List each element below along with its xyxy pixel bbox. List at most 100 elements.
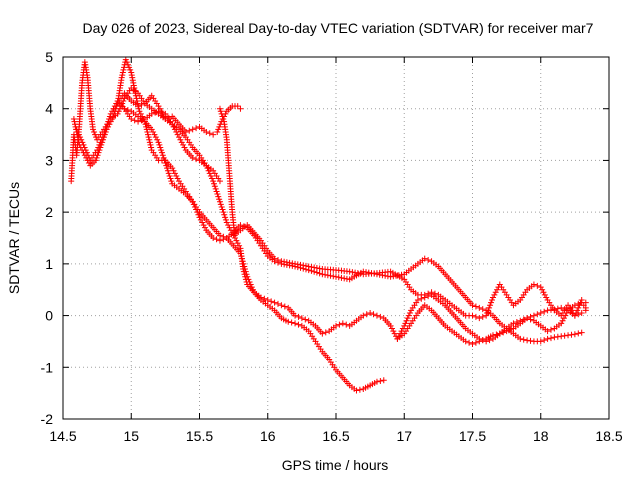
- data-point: [145, 131, 152, 138]
- data-point: [92, 157, 99, 164]
- data-point: [155, 139, 162, 146]
- data-point: [534, 311, 541, 318]
- data-point: [173, 128, 180, 135]
- data-point: [221, 211, 228, 218]
- y-tick-label: 4: [45, 101, 53, 117]
- data-point: [418, 295, 425, 302]
- data-point: [124, 61, 131, 68]
- data-point: [333, 273, 339, 280]
- data-point: [131, 87, 138, 94]
- data-point: [222, 216, 229, 223]
- data-point: [343, 275, 350, 282]
- data-point: [158, 109, 165, 116]
- data-point: [484, 309, 491, 316]
- data-point: [132, 92, 139, 99]
- data-point: [218, 110, 225, 117]
- data-point: [225, 222, 232, 229]
- data-point: [216, 123, 223, 130]
- data-point: [319, 330, 326, 337]
- data-point: [257, 294, 264, 301]
- x-tick-label: 14.5: [49, 428, 76, 444]
- data-point: [292, 320, 299, 327]
- data-point: [226, 224, 233, 231]
- data-point: [150, 128, 157, 135]
- data-point: [160, 154, 167, 161]
- data-point: [206, 130, 213, 137]
- data-point: [72, 121, 79, 128]
- data-point: [73, 126, 80, 133]
- data-point: [102, 126, 109, 133]
- data-point: [404, 315, 411, 322]
- data-point: [146, 136, 153, 143]
- data-point: [144, 128, 151, 135]
- data-point: [305, 263, 312, 270]
- data-point: [219, 206, 226, 213]
- data-point: [130, 82, 137, 89]
- data-point: [341, 275, 348, 282]
- data-point: [196, 214, 203, 221]
- data-point: [142, 121, 149, 128]
- data-point: [121, 64, 128, 71]
- chart-title: Day 026 of 2023, Sidereal Day-to-day VTE…: [83, 20, 594, 36]
- data-point: [107, 110, 114, 117]
- data-point: [157, 144, 164, 151]
- data-point: [101, 128, 108, 135]
- data-point: [286, 259, 293, 266]
- data-point: [527, 316, 534, 323]
- data-point: [390, 328, 397, 335]
- data-point: [373, 312, 380, 319]
- data-point: [134, 97, 141, 104]
- data-point: [83, 149, 90, 156]
- data-point: [243, 278, 250, 285]
- data-point: [94, 147, 101, 154]
- data-point: [211, 180, 218, 187]
- data-point: [281, 303, 288, 310]
- data-point: [189, 154, 196, 161]
- data-point: [103, 123, 110, 130]
- data-point: [571, 302, 578, 309]
- x-tick-label: 16: [260, 428, 276, 444]
- data-point: [197, 216, 204, 223]
- data-point: [248, 284, 255, 291]
- data-point: [302, 262, 309, 269]
- data-point: [171, 170, 178, 177]
- data-point: [90, 126, 97, 133]
- data-point: [308, 263, 315, 270]
- data-point: [207, 172, 214, 179]
- data-point: [176, 134, 183, 141]
- data-point: [335, 274, 342, 281]
- data-point: [541, 337, 548, 344]
- data-point: [156, 141, 163, 148]
- data-point: [214, 128, 221, 135]
- data-point: [163, 162, 170, 169]
- data-point: [237, 105, 244, 112]
- data-point: [241, 271, 248, 278]
- data-point: [560, 315, 567, 322]
- data-point: [180, 141, 187, 148]
- data-point: [178, 139, 185, 146]
- data-point: [575, 330, 582, 337]
- data-point: [507, 326, 514, 333]
- data-point: [431, 290, 438, 297]
- data-point: [182, 128, 189, 135]
- data-point: [129, 74, 136, 81]
- data-point: [128, 116, 135, 123]
- data-point: [96, 141, 103, 148]
- data-point: [148, 110, 155, 117]
- data-point: [222, 214, 229, 221]
- data-point: [391, 330, 398, 337]
- data-point: [169, 121, 176, 128]
- data-point: [575, 300, 582, 307]
- data-point: [540, 289, 547, 296]
- data-point: [161, 157, 168, 164]
- data-point: [517, 317, 524, 324]
- data-point: [216, 178, 223, 185]
- data-point: [135, 103, 142, 110]
- data-point: [200, 222, 207, 229]
- data-point: [72, 123, 79, 130]
- data-point: [120, 66, 127, 73]
- data-point: [394, 335, 401, 342]
- data-point: [403, 317, 410, 324]
- data-point: [295, 321, 302, 328]
- y-tick-label: 3: [45, 152, 53, 168]
